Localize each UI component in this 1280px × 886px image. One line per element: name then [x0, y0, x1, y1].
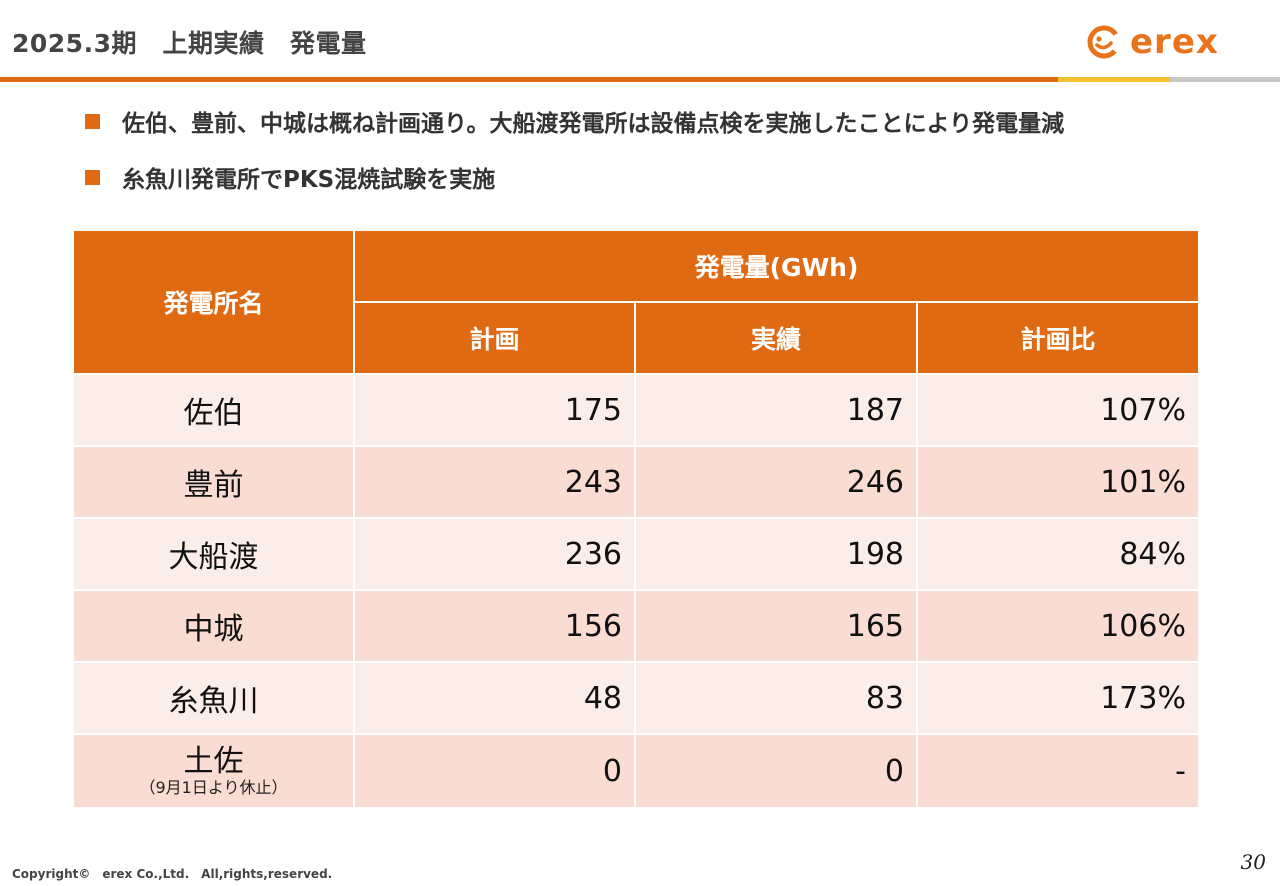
actual-value: 246 — [634, 445, 918, 519]
actual-value: 198 — [634, 517, 918, 591]
erex-logo: erex — [1086, 20, 1219, 64]
ratio-value: 173% — [916, 661, 1200, 735]
ratio-value: 107% — [916, 373, 1200, 447]
header-rule-yellow — [1058, 77, 1170, 82]
ratio-value: 101% — [916, 445, 1200, 519]
table-row: 糸魚川 48 83 173% — [72, 661, 1200, 735]
actual-value: 165 — [634, 589, 918, 663]
plan-value: 156 — [353, 589, 636, 663]
plan-value: 0 — [353, 733, 636, 809]
plan-value: 236 — [353, 517, 636, 591]
ratio-value: - — [916, 733, 1200, 809]
actual-value: 83 — [634, 661, 918, 735]
actual-value: 0 — [634, 733, 918, 809]
station-name: 土佐 — [183, 744, 244, 779]
table-row: 中城 156 165 106% — [72, 589, 1200, 663]
page-title: 2025.3期 上期実績 発電量 — [12, 29, 367, 58]
page-number: 30 — [1240, 850, 1266, 874]
copyright-text: Copyright© erex Co.,Ltd. All,rights,rese… — [12, 867, 333, 881]
erex-logo-icon — [1087, 25, 1121, 59]
station-name: 大船渡 — [72, 517, 355, 591]
station-note: （9月1日より休止） — [139, 778, 288, 797]
header-actual: 実績 — [634, 301, 918, 375]
plan-value: 48 — [353, 661, 636, 735]
bullet-text: 糸魚川発電所でPKS混焼試験を実施 — [122, 167, 496, 193]
table-row: 土佐 （9月1日より休止） 0 0 - — [72, 733, 1200, 809]
header-generation: 発電量(GWh) — [353, 229, 1200, 303]
logo-wordmark: erex — [1130, 22, 1219, 62]
bullet-item: 糸魚川発電所でPKS混焼試験を実施 — [85, 160, 495, 194]
ratio-value: 106% — [916, 589, 1200, 663]
bullet-text: 佐伯、豊前、中城は概ね計画通り。大船渡発電所は設備点検を実施したことにより発電量… — [122, 111, 1065, 137]
bullet-square-icon — [85, 113, 100, 129]
header-rule-gray — [1170, 77, 1280, 82]
table-row: 豊前 243 246 101% — [72, 445, 1200, 519]
header-station-name: 発電所名 — [72, 229, 355, 375]
ratio-value: 84% — [916, 517, 1200, 591]
station-name: 豊前 — [72, 445, 355, 519]
station-cell: 土佐 （9月1日より休止） — [72, 733, 355, 809]
generation-table: 発電所名 発電量(GWh) 計画 実績 計画比 佐伯 175 187 107% … — [72, 229, 1200, 809]
station-name: 中城 — [72, 589, 355, 663]
header-rule-orange — [0, 77, 1058, 82]
station-name: 佐伯 — [72, 373, 355, 447]
table-row: 佐伯 175 187 107% — [72, 373, 1200, 447]
bullet-square-icon — [85, 169, 100, 185]
bullet-item: 佐伯、豊前、中城は概ね計画通り。大船渡発電所は設備点検を実施したことにより発電量… — [85, 104, 1064, 138]
table-row: 大船渡 236 198 84% — [72, 517, 1200, 591]
actual-value: 187 — [634, 373, 918, 447]
plan-value: 243 — [353, 445, 636, 519]
header-plan: 計画 — [353, 301, 636, 375]
station-name: 糸魚川 — [72, 661, 355, 735]
plan-value: 175 — [353, 373, 636, 447]
header-ratio: 計画比 — [916, 301, 1200, 375]
